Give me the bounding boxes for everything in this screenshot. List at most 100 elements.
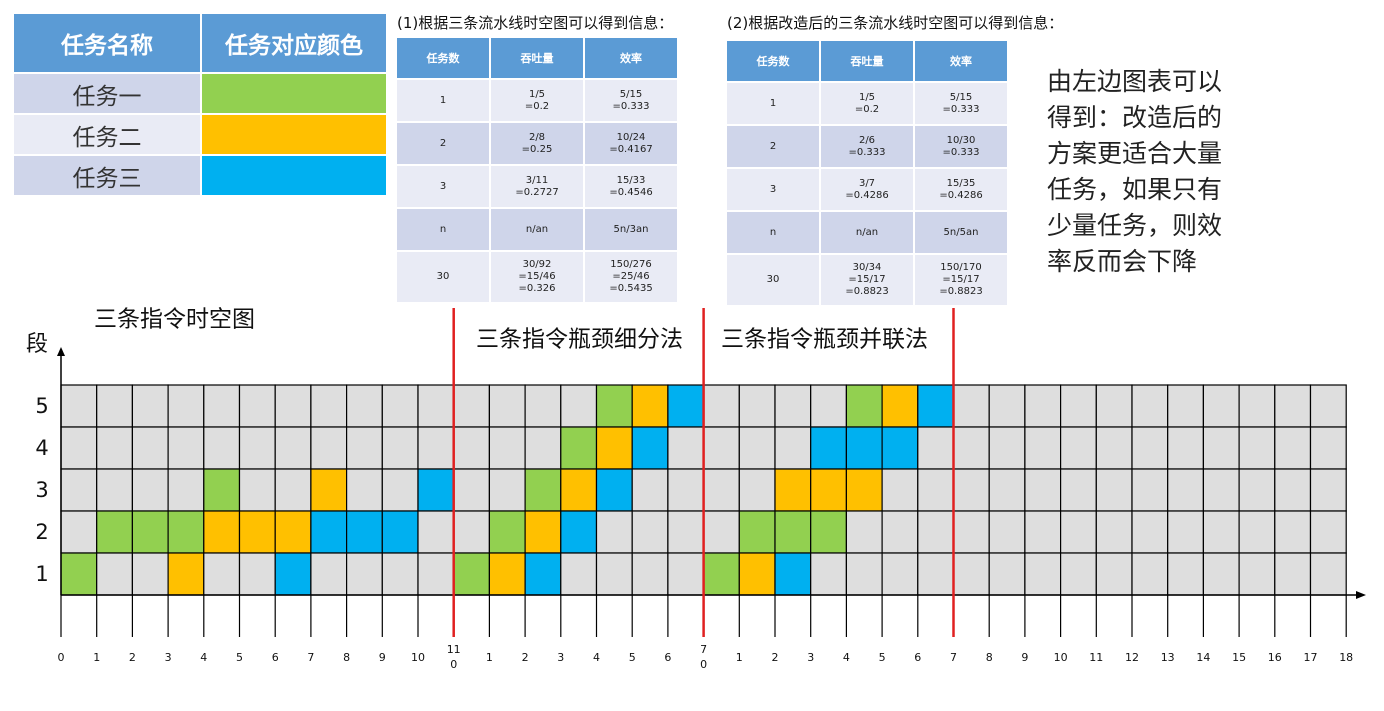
cell bbox=[667, 510, 705, 554]
cell bbox=[1202, 384, 1240, 428]
x-label: 18 bbox=[1339, 651, 1353, 664]
cell bbox=[274, 510, 312, 554]
cell bbox=[810, 468, 848, 512]
cell bbox=[917, 384, 955, 428]
cell bbox=[488, 552, 526, 596]
x-label: 11 bbox=[1089, 651, 1103, 664]
table-cell: 10/30 =0.333 bbox=[915, 126, 1009, 167]
section-title: 三条指令瓶颈并联法 bbox=[721, 327, 928, 353]
cell bbox=[560, 468, 598, 512]
cell bbox=[310, 510, 348, 554]
cell bbox=[310, 384, 348, 428]
cell bbox=[1274, 426, 1312, 470]
table-row: 3 3/7 =0.4286 15/35 =0.4286 bbox=[727, 169, 1009, 210]
cell bbox=[1024, 384, 1062, 428]
cell bbox=[310, 426, 348, 470]
cell bbox=[738, 552, 776, 596]
cell bbox=[1238, 510, 1276, 554]
cell bbox=[738, 384, 776, 428]
cell bbox=[417, 384, 455, 428]
table-cell: 30 bbox=[727, 255, 821, 305]
x-label: 6 bbox=[664, 651, 671, 664]
section-title: 三条指令瓶颈细分法 bbox=[476, 327, 683, 353]
cell bbox=[1167, 384, 1204, 428]
cell bbox=[346, 384, 383, 428]
cell bbox=[1238, 426, 1276, 470]
cell bbox=[381, 468, 419, 512]
cell bbox=[1131, 552, 1169, 596]
legend-table: 任务名称 任务对应颜色 任务一 任务二 任务三 bbox=[14, 12, 388, 197]
x-label: 17 bbox=[1304, 651, 1318, 664]
cell bbox=[167, 384, 205, 428]
x-label: 3 bbox=[807, 651, 814, 664]
cell bbox=[274, 552, 312, 596]
table-title: (2)根据改造后的三条流水线时空图可以得到信息： bbox=[727, 14, 1064, 32]
table-header: 任务数 吞吐量 效率 bbox=[397, 38, 679, 78]
cell bbox=[60, 384, 98, 428]
cell bbox=[131, 510, 169, 554]
cell bbox=[381, 384, 419, 428]
cell bbox=[667, 384, 705, 428]
table-cell: 2 bbox=[397, 123, 491, 164]
cell bbox=[417, 468, 455, 512]
x-label: 0 bbox=[58, 651, 65, 664]
header-cell: 吞吐量 bbox=[821, 41, 915, 81]
x-label: 3 bbox=[165, 651, 172, 664]
cell bbox=[738, 468, 776, 512]
cell bbox=[917, 426, 955, 470]
x-label: 2 bbox=[522, 651, 529, 664]
cell bbox=[738, 426, 776, 470]
cell bbox=[1309, 426, 1347, 470]
cell bbox=[203, 552, 241, 596]
y-arrow bbox=[57, 347, 65, 356]
cell bbox=[1202, 552, 1240, 596]
legend-header-cell: 任务名称 bbox=[14, 14, 202, 72]
cell bbox=[845, 384, 883, 428]
table-cell: 30/92 =15/46 =0.326 bbox=[491, 252, 585, 302]
cell bbox=[417, 426, 455, 470]
cell bbox=[560, 384, 598, 428]
cell bbox=[881, 426, 919, 470]
x-label: 5 bbox=[236, 651, 243, 664]
cell bbox=[524, 384, 562, 428]
cell bbox=[667, 552, 705, 596]
cell bbox=[60, 426, 98, 470]
cell bbox=[595, 468, 633, 512]
cell bbox=[881, 384, 919, 428]
x-label: 13 bbox=[1161, 651, 1175, 664]
cell bbox=[631, 426, 669, 470]
stage-label: 4 bbox=[35, 436, 48, 460]
task-name: 任务一 bbox=[14, 74, 202, 113]
cell bbox=[1131, 384, 1169, 428]
cell bbox=[917, 468, 955, 512]
cell bbox=[1238, 552, 1276, 596]
cell bbox=[1238, 468, 1276, 512]
cell bbox=[988, 384, 1026, 428]
cell bbox=[1095, 552, 1133, 596]
cell bbox=[1095, 468, 1133, 512]
x-label: 7 bbox=[700, 643, 707, 656]
cell bbox=[96, 384, 133, 428]
cell bbox=[845, 510, 883, 554]
cell bbox=[774, 552, 812, 596]
cell bbox=[988, 510, 1026, 554]
cell bbox=[952, 552, 990, 596]
table-cell: 5n/5an bbox=[915, 212, 1009, 253]
cell bbox=[453, 510, 491, 554]
cell bbox=[310, 552, 348, 596]
cell bbox=[346, 510, 383, 554]
cell bbox=[702, 552, 740, 596]
section-title: 三条指令时空图 bbox=[94, 307, 255, 333]
x-label: 15 bbox=[1232, 651, 1246, 664]
cell bbox=[274, 426, 312, 470]
cell bbox=[881, 468, 919, 512]
cell bbox=[488, 384, 526, 428]
cell bbox=[167, 552, 205, 596]
cell bbox=[453, 468, 491, 512]
cell bbox=[774, 510, 812, 554]
task-name: 任务二 bbox=[14, 115, 202, 154]
x-label: 9 bbox=[1021, 651, 1028, 664]
table-cell: 15/33 =0.4546 bbox=[585, 166, 679, 207]
x-label: 2 bbox=[129, 651, 136, 664]
